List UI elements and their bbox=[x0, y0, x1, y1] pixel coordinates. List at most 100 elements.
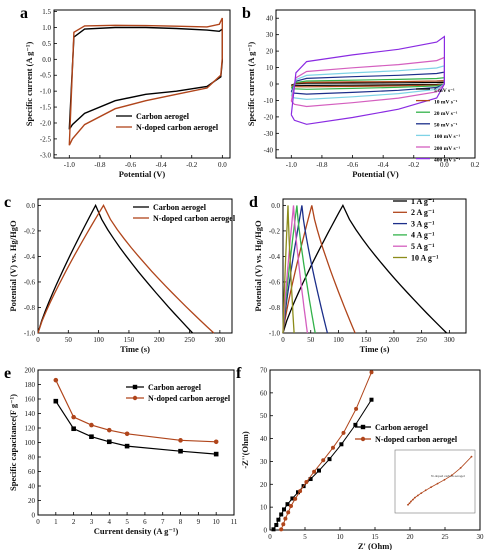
x-axis-label: Current density (A g⁻¹) bbox=[94, 526, 179, 536]
panel-letter: f bbox=[236, 365, 242, 382]
legend-label: 200 mV s⁻¹ bbox=[434, 146, 460, 152]
data-point bbox=[304, 480, 309, 484]
y-tick-label: -1.5 bbox=[40, 104, 52, 112]
plot-frame bbox=[37, 198, 233, 334]
data-point bbox=[312, 469, 317, 474]
data-point bbox=[298, 489, 303, 494]
data-point bbox=[331, 445, 335, 450]
data-point bbox=[283, 516, 288, 521]
legend-label: 5 A g⁻¹ bbox=[411, 242, 435, 251]
series-line bbox=[273, 399, 372, 530]
inset-point bbox=[413, 496, 416, 499]
inset-point bbox=[443, 478, 446, 481]
series-line bbox=[280, 372, 372, 530]
panel-letter: e bbox=[4, 365, 11, 382]
y-tick-label: -3.0 bbox=[40, 151, 52, 159]
data-point bbox=[369, 370, 374, 375]
y-tick-label: 0.5 bbox=[42, 40, 51, 48]
data-point bbox=[132, 395, 138, 401]
legend-label: Carbon aerogel bbox=[148, 383, 202, 392]
series-line bbox=[55, 400, 217, 455]
inset-point bbox=[450, 474, 453, 477]
x-tick-label: 20 bbox=[407, 533, 415, 541]
x-tick-label: -0.6 bbox=[125, 161, 137, 169]
x-axis-label: Potential (V) bbox=[119, 169, 166, 179]
panel-e: 0 1 2 3 4 5 6 7 8 9 10 11 0 20 40 60 80 100 120 140 160 180 20… bbox=[4, 365, 238, 536]
inset-point bbox=[436, 482, 439, 485]
data-point bbox=[317, 468, 321, 473]
inset-point bbox=[410, 500, 412, 503]
y-tick-label: -1.0 bbox=[269, 330, 281, 338]
x-tick-label: -0.4 bbox=[156, 161, 168, 169]
series-line bbox=[37, 204, 215, 334]
inset-label: N-doped carbon aerogel bbox=[431, 474, 465, 478]
x-axis-label: Time (s) bbox=[360, 344, 390, 354]
x-tick-label: 30 bbox=[477, 533, 485, 541]
y-tick-label: 20 bbox=[260, 481, 268, 489]
inset-point bbox=[407, 503, 409, 506]
y-tick-label: -0.8 bbox=[24, 304, 36, 312]
x-tick-label: 8 bbox=[179, 518, 183, 526]
panel-b: -1.0 -0.8 -0.6 -0.4 -0.2 0.0 0.2 40 30 20 10 0 -10 -2… bbox=[242, 5, 480, 179]
data-point bbox=[321, 458, 326, 463]
inset-point bbox=[412, 498, 414, 501]
legend-label: 20 mV s⁻¹ bbox=[434, 111, 458, 117]
data-point bbox=[296, 490, 300, 495]
x-tick-label: 200 bbox=[154, 336, 165, 344]
data-point bbox=[339, 442, 344, 447]
x-tick-label: 300 bbox=[444, 336, 455, 344]
x-tick-label: 1 bbox=[54, 518, 58, 526]
data-point bbox=[132, 384, 138, 390]
x-tick-label: 250 bbox=[184, 336, 195, 344]
x-tick-label: -0.8 bbox=[316, 161, 328, 169]
data-point bbox=[178, 448, 183, 454]
series-line bbox=[282, 205, 329, 334]
y-tick-label: -2.5 bbox=[40, 135, 52, 143]
x-tick-label: 4 bbox=[108, 518, 112, 526]
y-tick-label: 100 bbox=[25, 439, 36, 447]
data-point bbox=[353, 422, 358, 427]
y-tick-label: -0.6 bbox=[24, 278, 36, 286]
y-tick-label: -1.0 bbox=[40, 88, 52, 96]
x-tick-label: 0.0 bbox=[218, 161, 227, 169]
inset-point bbox=[470, 455, 473, 458]
y-tick-label: 0.0 bbox=[26, 202, 35, 210]
y-tick-label: 40 bbox=[260, 435, 268, 443]
x-tick-label: -0.4 bbox=[378, 161, 390, 169]
legend-label: 4 A g⁻¹ bbox=[411, 231, 435, 240]
x-axis-label: Time (s) bbox=[120, 344, 150, 354]
legend-label: N-doped carbon aerogel bbox=[148, 394, 231, 403]
plot-frame bbox=[53, 9, 231, 159]
x-tick-label: 10 bbox=[213, 518, 221, 526]
x-tick-label: 5 bbox=[303, 533, 307, 541]
data-point bbox=[71, 414, 76, 420]
panel-d: 0 50 100 150 200 250 300 0.0 -0.2 -0.4 -0.6 -0.8 -1.… bbox=[249, 194, 467, 354]
y-tick-label: -0.4 bbox=[24, 253, 36, 261]
y-tick-label: 160 bbox=[25, 396, 36, 404]
y-tick-label: -10 bbox=[264, 97, 274, 105]
legend-label: 100 mV s⁻¹ bbox=[434, 134, 460, 140]
data-point bbox=[53, 398, 59, 404]
x-tick-label: 2 bbox=[72, 518, 76, 526]
y-tick-label: 10 bbox=[266, 64, 274, 72]
y-tick-label: -0.8 bbox=[269, 304, 281, 312]
data-point bbox=[327, 457, 332, 462]
data-point bbox=[53, 377, 59, 383]
series-line bbox=[68, 17, 223, 146]
legend-label: 3 A g⁻¹ bbox=[411, 219, 435, 228]
x-tick-label: 6 bbox=[143, 518, 147, 526]
y-tick-label: 80 bbox=[28, 454, 36, 462]
legend-label: 5 mV s⁻¹ bbox=[434, 88, 455, 94]
panel-letter: b bbox=[242, 5, 251, 22]
series-line bbox=[290, 35, 445, 125]
y-tick-label: -40 bbox=[264, 146, 274, 154]
data-point bbox=[289, 504, 293, 508]
x-tick-label: 15 bbox=[372, 533, 380, 541]
x-tick-label: 11 bbox=[231, 518, 238, 526]
x-tick-label: 5 bbox=[125, 518, 129, 526]
data-point bbox=[360, 436, 366, 442]
x-tick-label: 7 bbox=[161, 518, 165, 526]
y-tick-label: 0 bbox=[264, 527, 268, 535]
inset-point bbox=[416, 494, 419, 497]
